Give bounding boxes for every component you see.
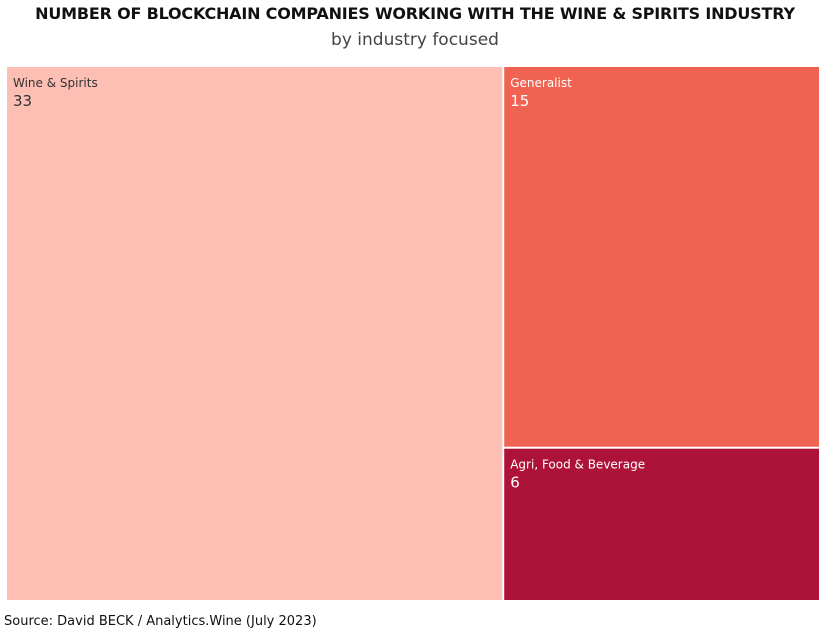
- treemap-cell-wine-and-spirits[interactable]: Wine & Spirits 33: [7, 67, 503, 600]
- treemap-label-generalist: Generalist: [510, 76, 572, 90]
- treemap-rect-agri-food-and-beverage[interactable]: [504, 448, 819, 600]
- treemap-rect-generalist[interactable]: [504, 67, 819, 447]
- treemap-label-wine-and-spirits: Wine & Spirits: [13, 76, 98, 90]
- treemap-label-agri-food-and-beverage: Agri, Food & Beverage: [510, 458, 645, 472]
- source-note: Source: David BECK / Analytics.Wine (Jul…: [4, 614, 317, 629]
- treemap-rect-wine-and-spirits[interactable]: [7, 67, 503, 600]
- treemap-chart: Wine & Spirits 33 Generalist 15 Agri, Food &…: [7, 67, 819, 600]
- treemap-value-agri-food-and-beverage: 6: [510, 474, 520, 492]
- treemap-cell-generalist[interactable]: Generalist 15: [504, 67, 819, 447]
- treemap-cell-agri-food-and-beverage[interactable]: Agri, Food & Beverage 6: [504, 448, 819, 600]
- treemap-value-generalist: 15: [510, 92, 529, 110]
- chart-title: NUMBER OF BLOCKCHAIN COMPANIES WORKING W…: [35, 4, 795, 23]
- chart-subtitle: by industry focused: [331, 30, 499, 50]
- treemap-value-wine-and-spirits: 33: [13, 92, 32, 110]
